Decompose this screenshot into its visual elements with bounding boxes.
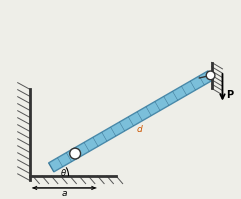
Circle shape	[70, 148, 80, 159]
Text: θ: θ	[60, 169, 66, 178]
Text: d: d	[137, 125, 143, 134]
Polygon shape	[49, 71, 213, 172]
Text: P: P	[226, 90, 234, 100]
Circle shape	[206, 71, 215, 80]
Text: a: a	[61, 189, 67, 198]
